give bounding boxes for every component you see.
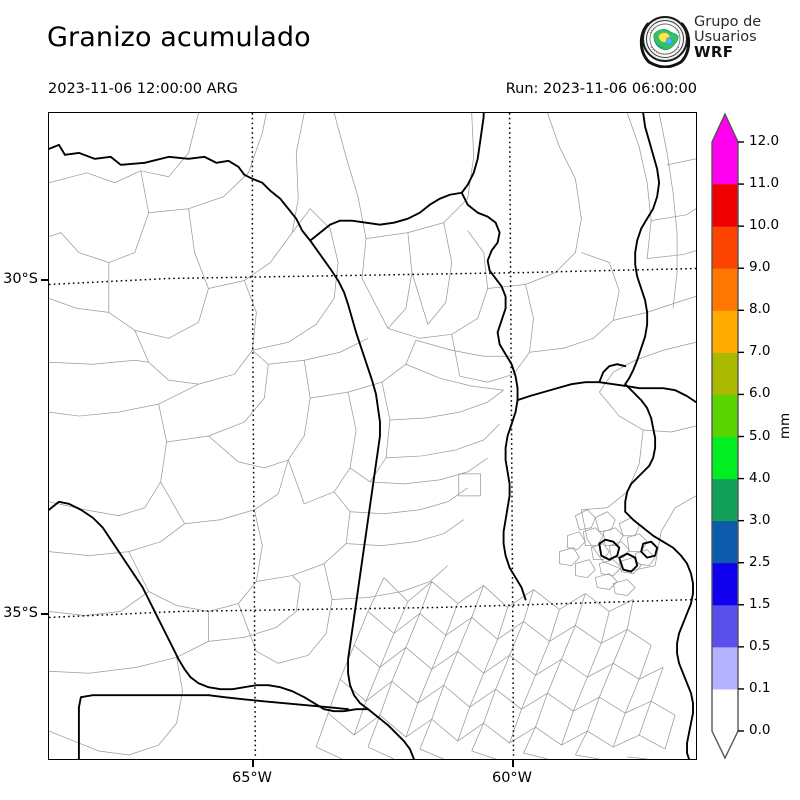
lat-label-35s: 35°S bbox=[3, 605, 38, 621]
tick-lat-35s bbox=[41, 613, 48, 615]
lon-label-60w: 60°W bbox=[491, 770, 533, 786]
run-time-label: Run: 2023-11-06 06:00:00 bbox=[505, 81, 697, 97]
tick-lon-65w bbox=[252, 760, 254, 767]
colorbar-axis-label: mm bbox=[777, 412, 794, 440]
colorbar-band bbox=[712, 184, 738, 227]
logo-text: Grupo de Usuarios WRF bbox=[694, 15, 761, 60]
colorbar-tick-label: 10.0 bbox=[749, 217, 780, 234]
graticule-lon-65w bbox=[251, 113, 257, 759]
graticule-lon-60w bbox=[508, 113, 515, 759]
colorbar-tick-label: 12.0 bbox=[749, 133, 780, 149]
wrf-user-group-logo: Grupo de Usuarios WRF bbox=[638, 14, 798, 72]
colorbar-band bbox=[712, 394, 738, 437]
colorbar-band bbox=[712, 268, 738, 311]
colorbar-band bbox=[712, 226, 738, 269]
colorbar-band bbox=[712, 114, 738, 185]
logo-line-3: WRF bbox=[694, 42, 734, 61]
tick-lon-60w bbox=[512, 760, 514, 767]
colorbar-tick-label: 7.0 bbox=[749, 343, 771, 360]
colorbar-band bbox=[712, 646, 738, 690]
logo-line-2: Usuarios bbox=[694, 28, 757, 45]
colorbar-tick-label: 0.0 bbox=[749, 722, 771, 738]
page-title: Granizo acumulado bbox=[47, 22, 311, 53]
map-geography bbox=[49, 113, 696, 759]
map-plot-area[interactable] bbox=[48, 112, 697, 760]
lat-label-30s: 30°S bbox=[3, 271, 38, 287]
logo-line-1: Grupo de bbox=[694, 14, 762, 30]
colorbar-tick-label: 9.0 bbox=[749, 259, 771, 276]
colorbar[interactable]: 12.0 11.0 10.0 9.0 8.0 7.0 6.0 5.0 4.0 3.0 2.5 1.5 0… bbox=[705, 110, 800, 765]
colorbar-tick-label: 3.0 bbox=[749, 511, 771, 528]
tick-lat-30s bbox=[41, 279, 48, 281]
colorbar-band bbox=[712, 688, 738, 758]
wrf-globe-seal-icon bbox=[639, 16, 691, 68]
colorbar-tick-label: 0.5 bbox=[749, 637, 771, 654]
colorbar-swatches bbox=[711, 112, 744, 760]
colorbar-band bbox=[712, 562, 738, 606]
colorbar-tick-label: 8.0 bbox=[749, 301, 771, 318]
colorbar-tick-label: 6.0 bbox=[749, 385, 771, 402]
lon-label-65w: 65°W bbox=[231, 770, 273, 786]
colorbar-band bbox=[712, 478, 738, 522]
colorbar-band bbox=[712, 604, 738, 648]
colorbar-tick-label: 2.5 bbox=[749, 553, 771, 570]
colorbar-tick-label: 11.0 bbox=[749, 175, 780, 192]
colorbar-tick-label: 4.0 bbox=[749, 469, 771, 486]
colorbar-tick-label: 1.5 bbox=[749, 595, 771, 612]
colorbar-tick-label: 5.0 bbox=[749, 427, 771, 444]
colorbar-band bbox=[712, 436, 738, 480]
colorbar-tick-label: 0.1 bbox=[749, 679, 771, 696]
colorbar-band bbox=[712, 520, 738, 564]
colorbar-band bbox=[712, 352, 738, 395]
graticule-lat-30s bbox=[49, 267, 696, 286]
valid-time-label: 2023-11-06 12:00:00 ARG bbox=[48, 81, 238, 97]
colorbar-band bbox=[712, 310, 738, 353]
